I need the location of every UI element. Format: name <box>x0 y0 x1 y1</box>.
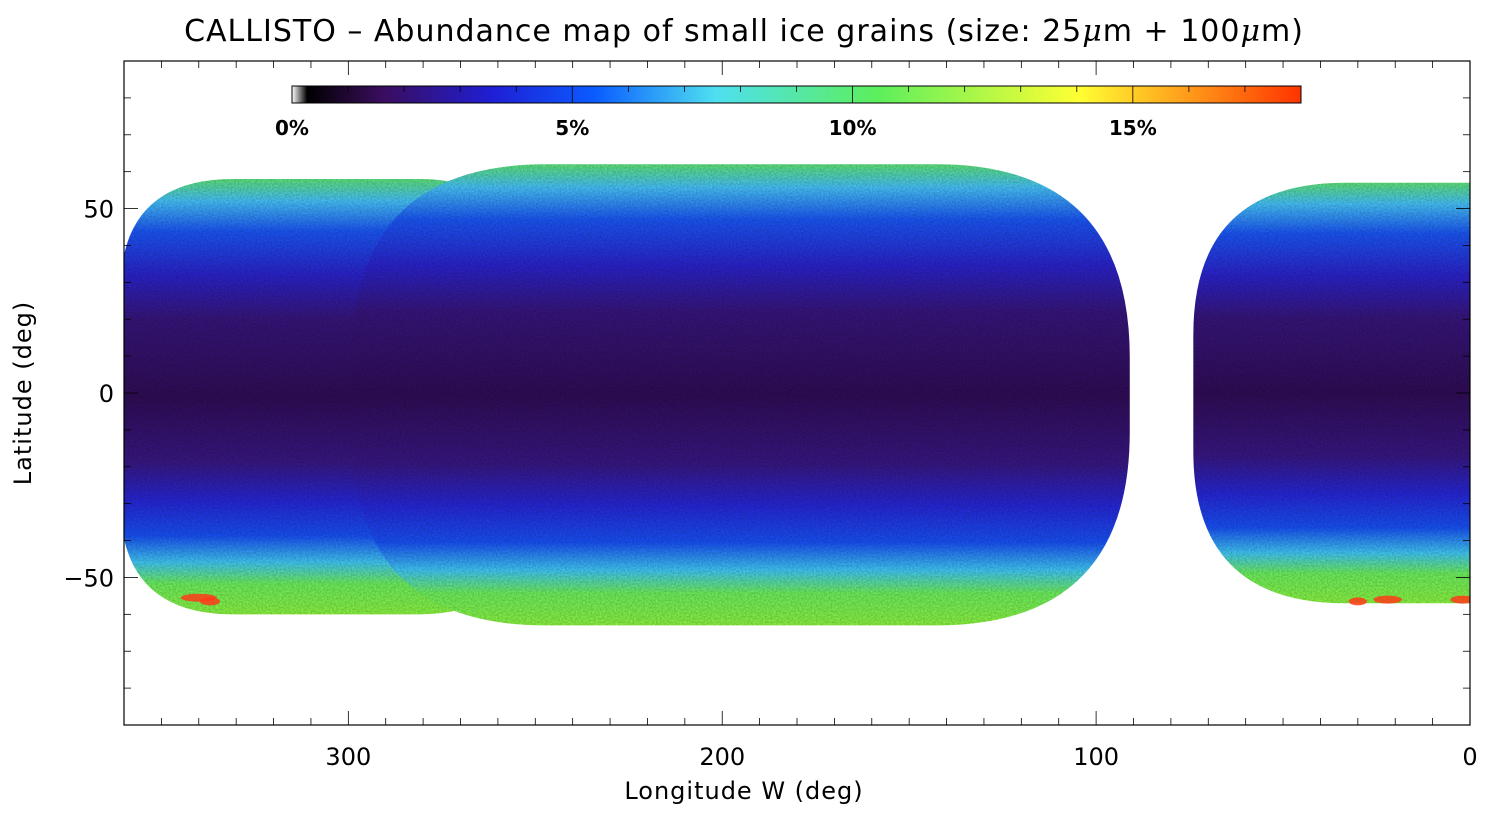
x-tick-label: 300 <box>325 743 371 771</box>
title-text-1: CALLISTO – Abundance map of small ice gr… <box>184 14 1083 49</box>
y-tick-label: 50 <box>83 196 114 224</box>
y-tick-label: −50 <box>63 564 114 592</box>
title-mu-1: μ <box>1082 14 1103 49</box>
title-text-2: m + 100 <box>1102 14 1241 49</box>
coverage-lobe-texture <box>352 164 1130 626</box>
x-axis-label: Longitude W (deg) <box>624 777 864 805</box>
hotspots-layer <box>180 593 1470 606</box>
hotspot-mark <box>1373 595 1402 604</box>
coverage-lobe-texture <box>1193 182 1470 604</box>
colorbar-tick-label: 15% <box>1109 116 1157 140</box>
hotspot-mark <box>1450 595 1470 604</box>
title-mu-2: μ <box>1240 14 1261 49</box>
title-text-3: m) <box>1260 14 1304 49</box>
y-tick-label: 0 <box>99 380 114 408</box>
coverage-lobe <box>352 164 1130 626</box>
colorbar-tick-label: 10% <box>829 116 877 140</box>
coverage-lobes <box>124 164 1470 626</box>
x-tick-label: 0 <box>1462 743 1477 771</box>
axis-ticks <box>123 60 1471 726</box>
colorbar-ticks: 0% 5% 10% 15% <box>275 86 1302 140</box>
chart-title: CALLISTO – Abundance map of small ice gr… <box>0 14 1488 49</box>
axis-tick-labels: 300 200 100 0 50 0 −50 <box>63 196 1477 771</box>
hotspot-mark <box>199 597 220 606</box>
colorbar-tick-label: 5% <box>555 116 589 140</box>
coverage-lobe <box>1193 182 1470 604</box>
hotspot-mark <box>1348 597 1367 606</box>
y-axis-label: Latitude (deg) <box>9 300 37 486</box>
x-tick-label: 200 <box>699 743 745 771</box>
colorbar-tick-label: 0% <box>275 116 309 140</box>
x-tick-label: 100 <box>1073 743 1119 771</box>
